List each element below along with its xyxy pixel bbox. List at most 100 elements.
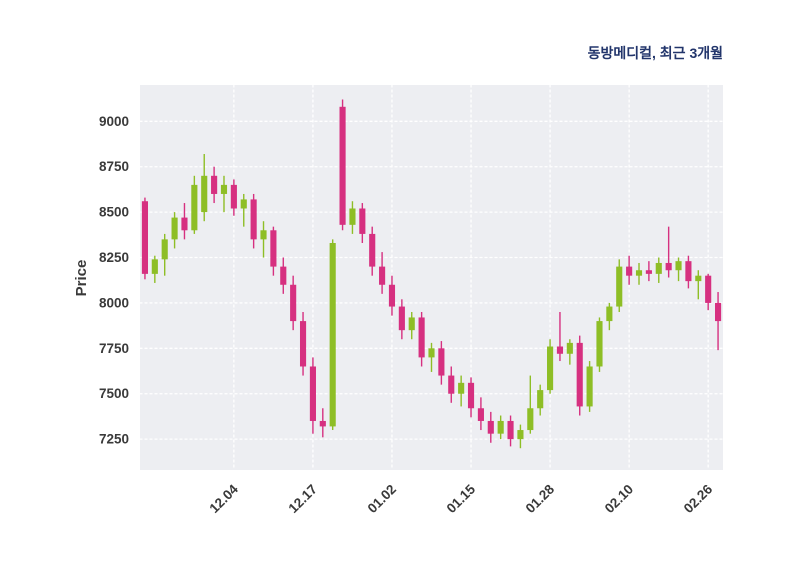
- candle: [695, 270, 702, 300]
- candle: [408, 312, 415, 340]
- candle: [260, 221, 267, 258]
- candle-body: [566, 342, 573, 354]
- y-tick-label: 7750: [99, 341, 129, 356]
- candle-body: [714, 302, 722, 322]
- x-tick-label: 12.17: [286, 482, 321, 517]
- candle: [547, 339, 554, 394]
- candle: [655, 257, 662, 283]
- candle-body: [675, 261, 682, 271]
- x-tick-label: 02.10: [602, 482, 637, 517]
- candle-body: [655, 262, 662, 274]
- candle-body: [408, 317, 415, 331]
- candle-body: [547, 346, 554, 391]
- x-tick-label: 12.04: [206, 481, 241, 516]
- candle: [280, 257, 287, 294]
- candle-body: [230, 184, 237, 209]
- y-tick-labels: 7250 7500 7750 8000 8250 8500 8750 9000: [99, 114, 129, 447]
- x-tick-label: 01.28: [523, 481, 558, 516]
- candle: [349, 201, 356, 234]
- candle: [250, 193, 257, 249]
- y-tick-label: 8000: [99, 295, 129, 310]
- x-tick-label: 01.02: [365, 482, 400, 517]
- candle: [388, 275, 396, 316]
- candle: [438, 341, 445, 385]
- y-tick-label: 8250: [99, 250, 129, 265]
- candle: [497, 415, 504, 440]
- candle-body: [695, 275, 702, 282]
- candle: [477, 397, 484, 431]
- chart-title: 동방메디컬, 최근 3개월: [588, 45, 723, 61]
- x-tick-label: 02.26: [681, 481, 716, 516]
- candle-body: [635, 270, 643, 276]
- candle: [507, 415, 514, 447]
- candle-body: [290, 284, 297, 322]
- candle-body: [428, 348, 435, 358]
- candle-body: [260, 230, 267, 240]
- candle: [141, 197, 149, 280]
- candle: [458, 375, 465, 407]
- candle-body: [379, 266, 386, 285]
- candle: [339, 99, 346, 231]
- candle-body: [171, 217, 178, 240]
- candle: [319, 408, 326, 438]
- candle-body: [141, 201, 149, 274]
- candle: [586, 361, 593, 412]
- candle: [161, 233, 168, 276]
- candle-body: [161, 239, 168, 260]
- candle: [201, 154, 208, 222]
- candle-body: [418, 317, 425, 358]
- candle-body: [626, 266, 633, 276]
- candle: [685, 255, 692, 289]
- candle: [517, 424, 524, 449]
- candle-body: [250, 199, 257, 240]
- y-tick-label: 8750: [99, 159, 129, 174]
- candle-body: [487, 420, 494, 434]
- candle: [359, 203, 366, 243]
- candle-body: [645, 270, 652, 274]
- candle-body: [369, 233, 376, 267]
- candle-body: [309, 366, 316, 421]
- candle: [537, 384, 544, 416]
- candle: [616, 259, 623, 313]
- candle: [705, 273, 712, 311]
- x-tick-labels: 12.04 12.17 01.02 01.15 01.28 02.10 02.26: [206, 481, 715, 516]
- candle: [379, 252, 386, 294]
- candle-body: [665, 262, 672, 271]
- candle-body: [448, 375, 455, 394]
- y-tick-label: 9000: [99, 114, 129, 129]
- candle: [299, 312, 307, 376]
- candle: [211, 166, 218, 204]
- candle: [626, 255, 633, 285]
- y-tick-label: 7500: [99, 386, 129, 401]
- candle-body: [477, 408, 484, 421]
- candle: [151, 255, 158, 283]
- candle: [191, 175, 198, 234]
- candle: [230, 179, 237, 216]
- candle: [309, 357, 316, 434]
- candle-body: [191, 184, 198, 231]
- candle-body: [705, 275, 712, 303]
- x-tick-label: 01.15: [444, 481, 479, 516]
- candle-body: [299, 321, 307, 367]
- candle: [171, 212, 178, 249]
- candle-body: [329, 242, 336, 427]
- candle: [675, 257, 682, 282]
- candle: [270, 226, 277, 276]
- candle: [181, 203, 188, 240]
- gridlines: [139, 84, 724, 471]
- candle-body: [497, 420, 504, 434]
- candle: [240, 193, 247, 227]
- candle-body: [319, 420, 326, 427]
- candle: [467, 377, 475, 418]
- candle-body: [398, 306, 405, 331]
- plot-area: [140, 85, 723, 470]
- candle-body: [220, 184, 228, 194]
- candle-body: [151, 259, 158, 274]
- candle-body: [388, 284, 396, 307]
- y-axis-label: Price: [73, 260, 90, 297]
- candle-body: [467, 382, 475, 409]
- candle: [220, 175, 228, 213]
- candle: [369, 226, 376, 276]
